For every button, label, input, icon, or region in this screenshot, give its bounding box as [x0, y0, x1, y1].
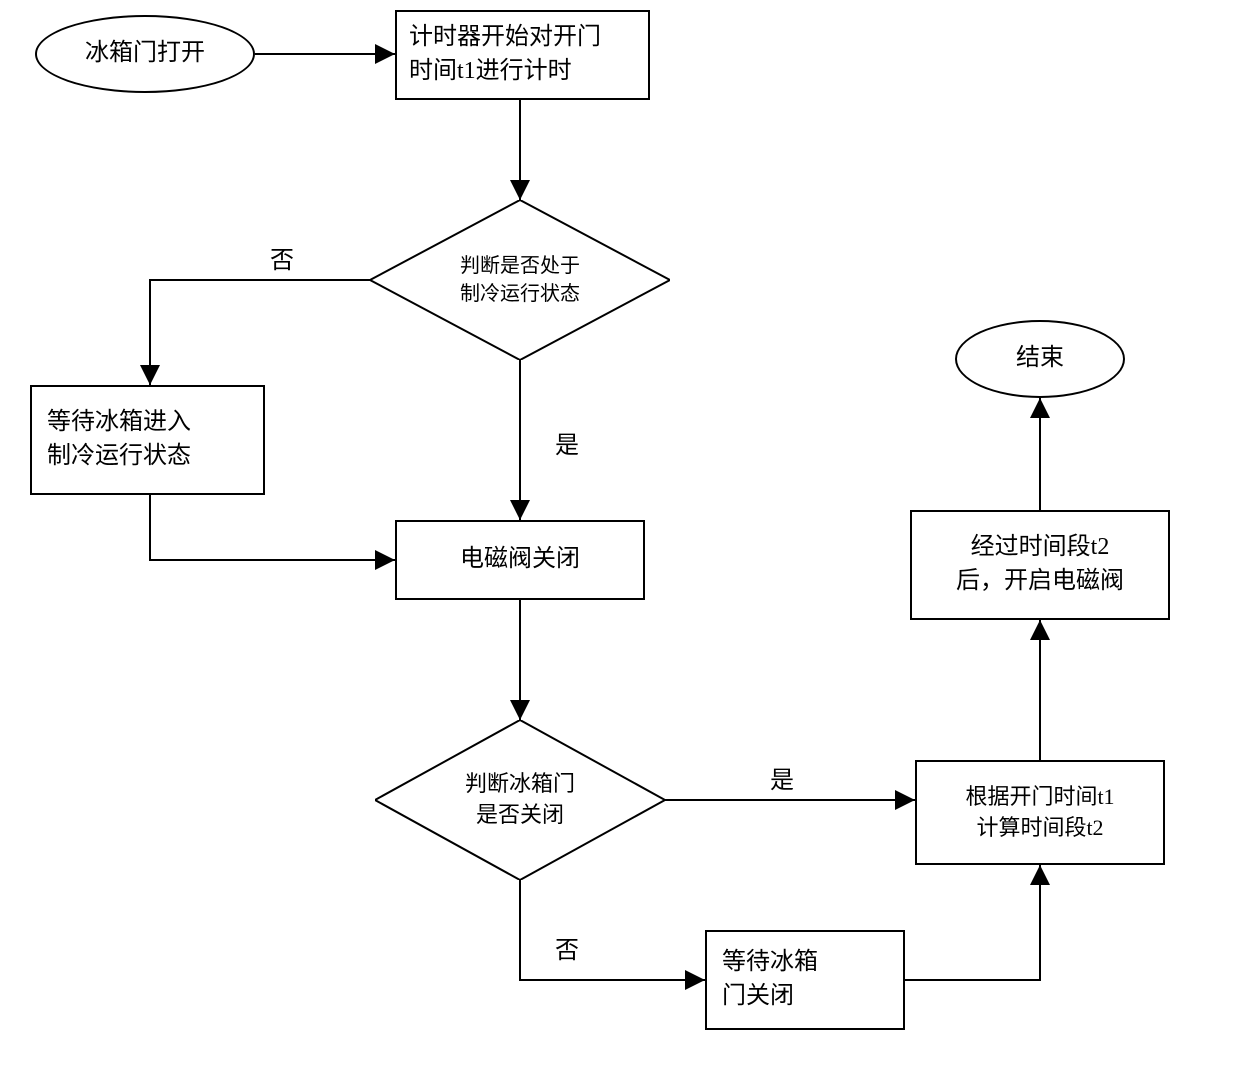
timer-label-2: 时间t1进行计时	[409, 55, 572, 89]
calc-t2-label-1: 根据开门时间t1	[965, 782, 1114, 813]
decision-cooling-label-1: 判断是否处于	[460, 252, 580, 280]
wait-door-label-1: 等待冰箱	[722, 946, 818, 980]
start-node: 冰箱门打开	[35, 15, 255, 93]
wait-door-label-2: 门关闭	[722, 980, 794, 1014]
edge-label-no-2: 否	[555, 930, 579, 965]
decision-door-label-1: 判断冰箱门	[465, 769, 575, 800]
open-valve-node: 经过时间段t2 后，开启电磁阀	[910, 510, 1170, 620]
valve-close-node: 电磁阀关闭	[395, 520, 645, 600]
edge-label-yes-2: 是	[770, 760, 794, 795]
wait-cooling-label-2: 制冷运行状态	[47, 440, 191, 474]
decision-cooling-node: 判断是否处于 制冷运行状态	[370, 200, 670, 360]
open-valve-label-2: 后，开启电磁阀	[956, 565, 1124, 599]
wait-door-node: 等待冰箱 门关闭	[705, 930, 905, 1030]
start-label: 冰箱门打开	[85, 37, 205, 71]
decision-cooling-label-2: 制冷运行状态	[460, 280, 580, 308]
edge-label-yes-1: 是	[555, 425, 579, 460]
wait-cooling-node: 等待冰箱进入 制冷运行状态	[30, 385, 265, 495]
calc-t2-label-2: 计算时间段t2	[976, 813, 1103, 844]
open-valve-label-1: 经过时间段t2	[971, 531, 1110, 565]
calc-t2-node: 根据开门时间t1 计算时间段t2	[915, 760, 1165, 865]
edge-label-no-1: 否	[270, 240, 294, 275]
decision-door-label-2: 是否关闭	[476, 800, 564, 831]
end-label: 结束	[1016, 342, 1064, 376]
valve-close-label: 电磁阀关闭	[460, 543, 580, 577]
decision-door-node: 判断冰箱门 是否关闭	[375, 720, 665, 880]
timer-label-1: 计时器开始对开门	[409, 21, 601, 55]
end-node: 结束	[955, 320, 1125, 398]
timer-node: 计时器开始对开门 时间t1进行计时	[395, 10, 650, 100]
wait-cooling-label-1: 等待冰箱进入	[47, 406, 191, 440]
